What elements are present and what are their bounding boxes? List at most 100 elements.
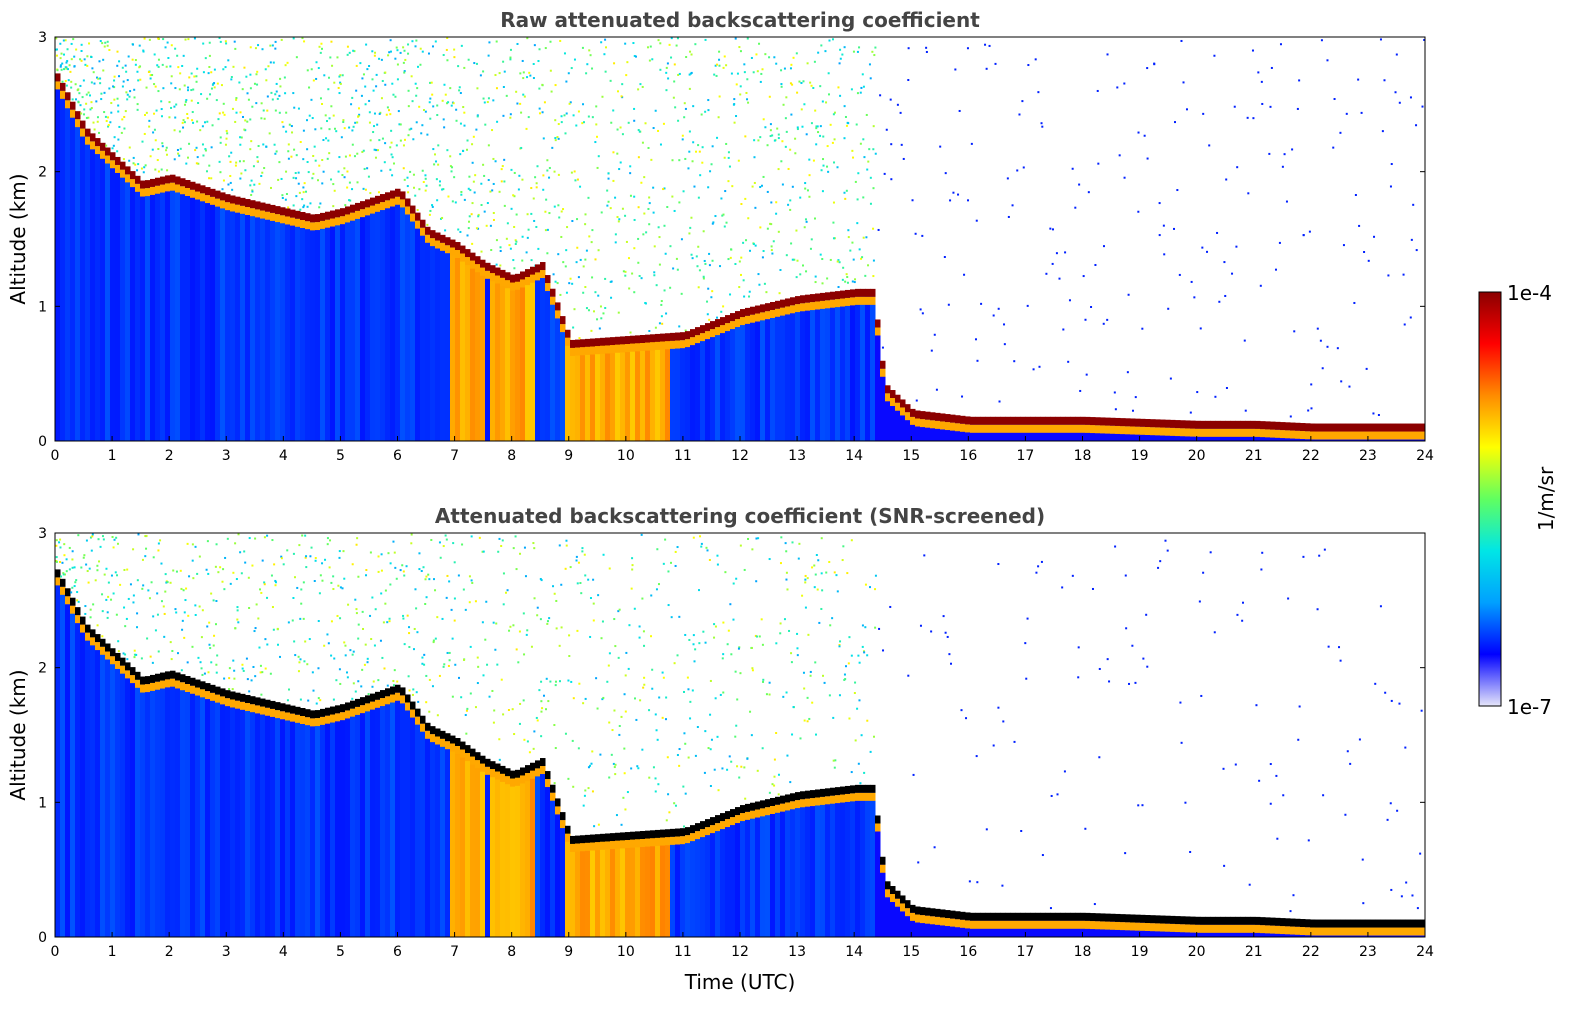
cloud-layer-halo [765,807,771,816]
noise-speckle [1415,249,1418,252]
noise-speckle [1403,323,1406,326]
noise-speckle [769,135,772,138]
noise-speckle [472,135,475,138]
noise-speckle [90,101,93,104]
noise-speckle [844,665,847,668]
noise-speckle [803,719,806,722]
noise-speckle [803,687,806,690]
noise-speckle [736,765,739,768]
noise-speckle [597,823,600,826]
noise-speckle [1339,131,1342,134]
noise-speckle [777,773,780,776]
cloud-layer-core [890,886,896,895]
noise-speckle [305,555,308,558]
noise-speckle [1157,566,1160,569]
field-column [840,790,846,937]
noise-speckle [723,55,726,58]
cloud-layer-halo [1225,428,1231,437]
noise-speckle [82,556,85,559]
noise-speckle [274,109,277,112]
noise-speckle [902,157,905,160]
noise-speckle [295,195,298,198]
noise-speckle [60,575,63,578]
cloud-layer-halo [195,687,201,696]
noise-speckle [571,220,574,223]
noise-speckle [501,539,504,542]
noise-speckle [650,635,653,638]
noise-speckle [195,146,198,149]
cloud-layer-core [1255,420,1261,429]
noise-speckle [85,93,88,96]
noise-speckle [1124,574,1127,577]
cloud-layer-core [260,698,266,707]
noise-speckle [416,87,419,90]
noise-speckle [513,733,516,736]
noise-speckle [749,710,752,713]
noise-speckle [574,179,577,182]
noise-speckle [343,167,346,170]
cloud-layer-core [105,643,111,652]
field-column [150,182,156,441]
noise-speckle [1213,631,1216,634]
field-column [200,685,206,937]
field-column [530,766,536,937]
cloud-layer-halo [1405,927,1411,936]
noise-speckle [829,624,832,627]
field-column [190,681,196,937]
noise-speckle [291,619,294,622]
noise-speckle [869,750,872,753]
noise-speckle [857,172,860,175]
cloud-layer-core [640,334,646,343]
noise-speckle [676,654,679,657]
noise-speckle [495,622,498,625]
noise-speckle [578,337,581,340]
cloud-layer-core [990,416,996,425]
noise-speckle [1193,296,1196,299]
field-column [585,342,591,441]
noise-speckle [526,740,529,743]
noise-speckle [603,53,606,56]
cloud-layer-core [725,315,731,324]
cloud-layer-halo [180,682,186,691]
noise-speckle [1241,601,1244,604]
noise-speckle [547,700,550,703]
cloud-layer-halo [225,202,231,211]
noise-speckle [343,577,346,580]
cloud-layer-core [1220,916,1226,925]
noise-speckle [399,139,402,142]
noise-speckle [845,189,848,192]
cloud-layer-core [390,190,396,199]
noise-speckle [346,676,349,679]
field-column [110,652,116,937]
noise-speckle [147,71,150,74]
noise-speckle [688,130,691,133]
cloud-layer-halo [1190,924,1196,933]
noise-speckle [471,202,474,205]
noise-speckle [678,159,681,162]
noise-speckle [254,537,257,540]
cloud-layer-core [880,856,886,865]
noise-speckle [1395,53,1398,56]
noise-speckle [322,139,325,142]
noise-speckle [775,201,778,204]
cloud-layer-halo [1125,922,1131,931]
noise-speckle [508,629,511,632]
noise-speckle [571,282,574,285]
cloud-layer-core [630,335,636,344]
noise-speckle [434,40,437,43]
noise-speckle [261,171,264,174]
noise-speckle [230,78,233,81]
cloud-layer-halo [700,333,706,342]
noise-speckle [249,73,252,76]
noise-speckle [249,184,252,187]
cloud-layer-core [1255,916,1261,925]
noise-speckle [407,43,410,46]
noise-speckle [201,673,204,676]
noise-speckle [854,278,857,281]
noise-speckle [873,54,876,57]
noise-speckle [958,109,961,112]
noise-speckle [565,539,568,542]
noise-speckle [638,636,641,639]
cloud-layer-core [705,819,711,828]
noise-speckle [344,155,347,158]
